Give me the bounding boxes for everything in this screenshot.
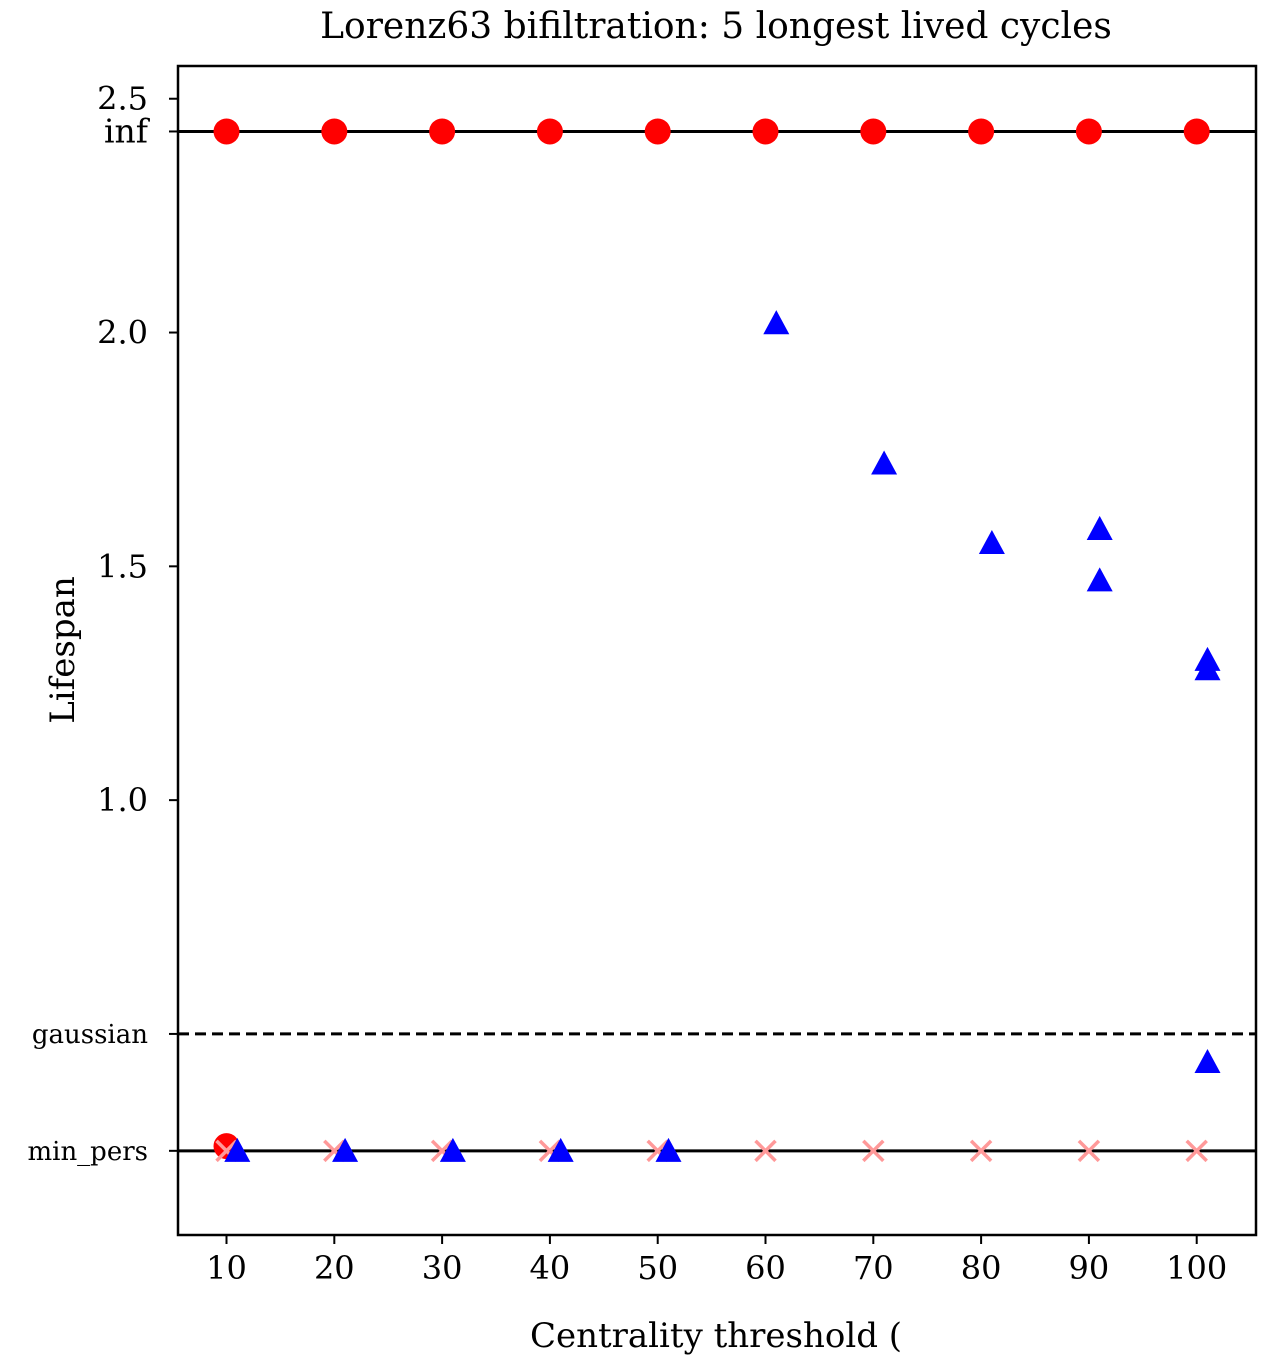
x-point-stroke <box>1185 1139 1208 1163</box>
x-point-stroke <box>1077 1139 1101 1163</box>
x-point <box>862 1139 885 1163</box>
y-tick-label: 2.5 <box>97 80 148 118</box>
x-point <box>1185 1139 1208 1163</box>
data-points <box>213 118 1221 1163</box>
circle-point <box>1183 118 1210 145</box>
circle-point <box>752 118 779 145</box>
circle-point <box>429 118 456 145</box>
triangle-point <box>1194 656 1221 681</box>
x-point <box>754 1139 777 1163</box>
x-point-stroke <box>430 1139 454 1163</box>
x-point-stroke <box>538 1139 562 1163</box>
triangle-point <box>1086 515 1113 540</box>
triangle-point <box>224 1137 251 1162</box>
circle-point <box>644 118 671 145</box>
x-tick-label: 70 <box>853 1249 894 1287</box>
x-point <box>1077 1139 1101 1163</box>
x-point-stroke <box>969 1139 993 1163</box>
circle-point <box>1075 118 1102 145</box>
triangle-point <box>763 310 790 335</box>
y-tick-label: 2.0 <box>97 314 148 352</box>
x-axis-label: Centrality threshold ( <box>530 1316 902 1356</box>
triangle-point <box>1194 1048 1221 1074</box>
x-tick-label: 100 <box>1166 1249 1227 1287</box>
plot-frame <box>176 64 1258 1237</box>
y-axis: inf gaussian min_pers 1.0 1.5 2.0 2.5 <box>27 80 178 1167</box>
chart-title: Lorenz63 bifiltration: 5 longest lived c… <box>320 6 1112 47</box>
y-tick-label: 1.5 <box>97 547 148 585</box>
x-tick-label: 40 <box>530 1249 571 1287</box>
triangle-point <box>1086 567 1113 592</box>
x-point-stroke <box>215 1139 238 1163</box>
y-axis-label: Lifespan <box>43 576 83 724</box>
triangle-point <box>871 450 898 475</box>
x-tick-label: 90 <box>1069 1249 1110 1287</box>
x-axis: 10 20 30 40 50 60 70 80 90 100 <box>206 1235 1227 1287</box>
triangle-point <box>439 1137 466 1162</box>
circle-point <box>968 118 995 145</box>
circle-point <box>321 118 348 145</box>
x-point <box>969 1139 993 1163</box>
x-tick-label: 50 <box>637 1249 678 1287</box>
hline-label: inf <box>104 111 151 150</box>
triangle-point <box>332 1137 359 1162</box>
triangle-point <box>978 529 1005 555</box>
y-tick-label: 1.0 <box>97 781 148 819</box>
x-point-stroke <box>862 1139 885 1163</box>
triangle-point <box>547 1137 574 1162</box>
triangle-point <box>655 1137 682 1162</box>
hline-label: gaussian <box>32 1020 148 1050</box>
x-tick-label: 30 <box>422 1249 463 1287</box>
x-tick-label: 20 <box>314 1249 355 1287</box>
x-point-stroke <box>754 1139 777 1163</box>
circle-point <box>213 118 240 145</box>
hline-label: min_pers <box>27 1137 148 1167</box>
x-tick-label: 60 <box>745 1249 786 1287</box>
circle-point <box>860 118 887 145</box>
circle-point <box>536 118 563 145</box>
x-point-stroke <box>646 1139 669 1163</box>
reference-lines <box>178 129 1256 1153</box>
x-point-stroke <box>323 1139 346 1163</box>
x-tick-label: 80 <box>961 1249 1002 1287</box>
x-tick-label: 10 <box>206 1249 247 1287</box>
